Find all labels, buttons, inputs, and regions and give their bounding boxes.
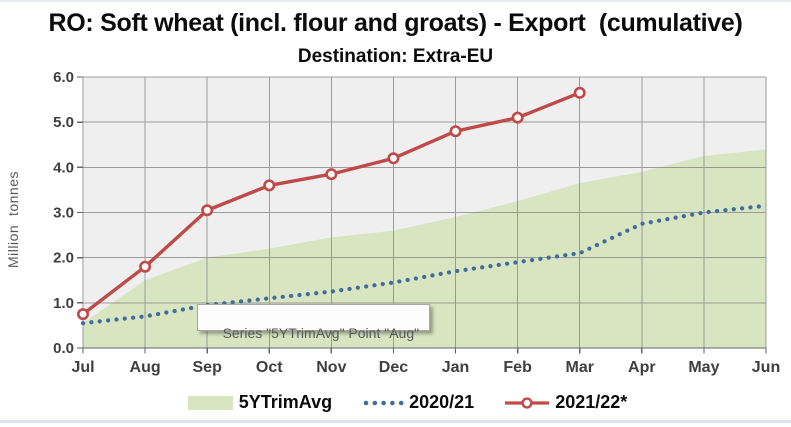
y-tick-label: 6.0 xyxy=(53,69,74,86)
axis-lines xyxy=(77,76,767,354)
x-tick-label: Jul xyxy=(71,359,94,376)
x-tick-label: Aug xyxy=(130,359,161,376)
x-tick-label: Apr xyxy=(628,359,656,376)
legend-area-swatch xyxy=(187,395,233,410)
dotted-line-series-2020-21[interactable] xyxy=(80,203,769,326)
legend-line-marker xyxy=(505,396,550,409)
legend-item-2021-22[interactable]: 2021/22* xyxy=(504,392,627,413)
legend-label: 5YTrimAvg xyxy=(238,392,333,412)
tooltip: Series "5YTrimAvg" Point "Aug" xyxy=(197,304,431,341)
legend-label: 2020/21 xyxy=(409,392,475,412)
plot-area: 0.0 1.0 2.0 3.0 4.0 5.0 6.0 Jul Aug Sep Oct Nov Dec J… xyxy=(53,69,780,376)
y-tick-label: 1.0 xyxy=(53,295,74,312)
data-point-marker[interactable] xyxy=(325,168,338,181)
area-series-5ytrimavg[interactable] xyxy=(83,149,766,348)
x-tick-label: Mar xyxy=(566,359,594,376)
bottom-divider xyxy=(0,420,791,423)
legend-dotted-marker xyxy=(363,400,404,405)
x-tick-label: Sep xyxy=(193,359,223,376)
data-point-marker[interactable] xyxy=(139,260,152,273)
legend: 5YTrimAvg 2020/21 2021/22* xyxy=(12,392,791,413)
legend-item-2020-21[interactable]: 2020/21 xyxy=(362,392,474,413)
gridlines xyxy=(82,76,767,348)
data-point-marker[interactable] xyxy=(511,111,524,124)
y-tick-label: 2.0 xyxy=(53,250,74,267)
x-tick-label: Dec xyxy=(379,359,408,376)
chart-title: RO: Soft wheat (incl. flour and groats) … xyxy=(48,9,743,37)
data-point-marker[interactable] xyxy=(77,308,90,321)
x-tick-label: Jan xyxy=(442,359,470,376)
data-point-marker[interactable] xyxy=(573,86,586,99)
data-point-marker[interactable] xyxy=(387,152,400,165)
legend-label: 2021/22* xyxy=(555,392,628,412)
y-tick-label: 0.0 xyxy=(53,340,74,357)
chart-subtitle: Destination: Extra-EU xyxy=(297,46,494,67)
y-tick-label: 3.0 xyxy=(53,205,74,222)
data-point-marker[interactable] xyxy=(201,204,214,217)
data-point-marker[interactable] xyxy=(263,179,276,192)
x-tick-label: Oct xyxy=(256,359,283,376)
x-tick-label: May xyxy=(688,359,719,376)
data-point-marker[interactable] xyxy=(449,125,462,138)
x-tick-label: Feb xyxy=(503,359,532,376)
x-tick-label: Nov xyxy=(316,359,346,376)
top-divider xyxy=(0,0,791,2)
tooltip-text: Series "5YTrimAvg" Point "Aug" xyxy=(222,325,420,341)
x-tick-label: Jun xyxy=(752,359,780,376)
y-tick-label: 4.0 xyxy=(53,159,74,176)
legend-item-5ytrimavg[interactable]: 5YTrimAvg xyxy=(187,392,333,413)
y-tick-label: 5.0 xyxy=(53,114,74,131)
